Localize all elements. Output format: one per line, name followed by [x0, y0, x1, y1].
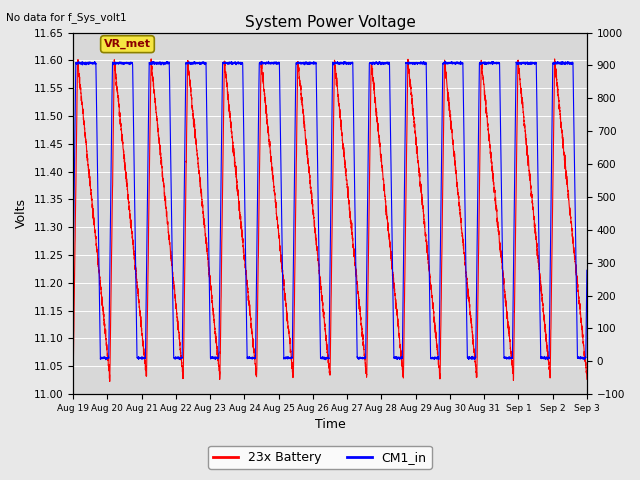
- Y-axis label: Volts: Volts: [15, 198, 28, 228]
- 23x Battery: [492, 202, 500, 207]
- CM1_in: [266, 60, 273, 66]
- 23x Battery: [266, 143, 273, 149]
- Line: 23x Battery: 23x Battery: [73, 59, 587, 382]
- CM1_in: [163, 60, 170, 66]
- CM1_in: [378, 60, 385, 66]
- Text: No data for f_Sys_volt1: No data for f_Sys_volt1: [6, 12, 127, 23]
- CM1_in: [453, 60, 461, 65]
- CM1_in: [492, 60, 500, 66]
- 23x Battery: [69, 371, 77, 376]
- 23x Battery: [583, 376, 591, 382]
- Title: System Power Voltage: System Power Voltage: [244, 15, 415, 30]
- 23x Battery: [404, 88, 412, 94]
- CM1_in: [69, 267, 77, 273]
- CM1_in: [404, 60, 412, 66]
- Text: VR_met: VR_met: [104, 39, 151, 49]
- CM1_in: [265, 59, 273, 64]
- Legend: 23x Battery, CM1_in: 23x Battery, CM1_in: [208, 446, 432, 469]
- CM1_in: [583, 267, 591, 273]
- 23x Battery: [453, 177, 461, 182]
- 23x Battery: [147, 56, 155, 62]
- 23x Battery: [106, 379, 113, 384]
- 23x Battery: [163, 208, 170, 214]
- CM1_in: [322, 357, 330, 363]
- 23x Battery: [378, 155, 385, 161]
- X-axis label: Time: Time: [315, 419, 346, 432]
- Line: CM1_in: CM1_in: [73, 61, 587, 360]
